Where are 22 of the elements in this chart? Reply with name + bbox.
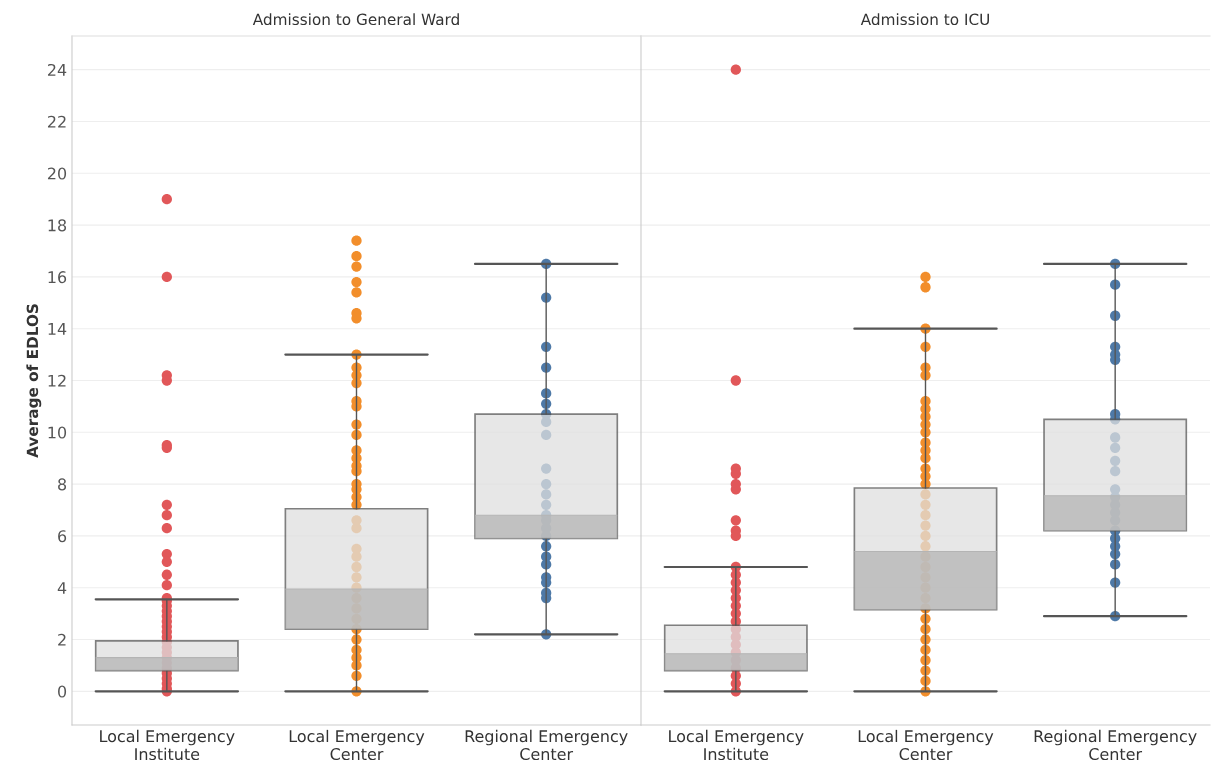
- y-tick-label: 14: [48, 323, 67, 335]
- y-tick-label: 2: [58, 633, 66, 646]
- x-tick-label: Local Emergency Institute: [100, 729, 235, 761]
- y-tick-label: 18: [48, 219, 67, 232]
- y-tick-label: 8: [58, 478, 67, 491]
- y-tick-label: 16: [48, 271, 67, 284]
- y-tick-label: 0: [58, 685, 67, 698]
- y-tick-label: 6: [58, 530, 67, 543]
- y-tick-label: 12: [48, 374, 66, 387]
- chart-title: Admission to General Ward: [252, 13, 459, 26]
- x-tick-label: Regional Emergency Center: [1034, 729, 1197, 761]
- y-tick-label: 4: [57, 582, 67, 594]
- x-tick-label: Regional Emergency Center: [465, 729, 628, 761]
- y-tick-label: 22: [47, 115, 66, 128]
- x-tick-label: Local Emergency Institute: [669, 729, 804, 761]
- y-tick-label: 24: [47, 63, 67, 76]
- y-tick-label: 20: [47, 167, 67, 180]
- chart-title: Admission to ICU: [860, 13, 989, 26]
- y-axis-title: Average of EDLOS: [26, 304, 42, 458]
- x-tick-label: Local Emergency Center: [289, 729, 425, 761]
- x-tick-label: Local Emergency Center: [858, 729, 994, 761]
- y-tick-label: 10: [48, 426, 67, 439]
